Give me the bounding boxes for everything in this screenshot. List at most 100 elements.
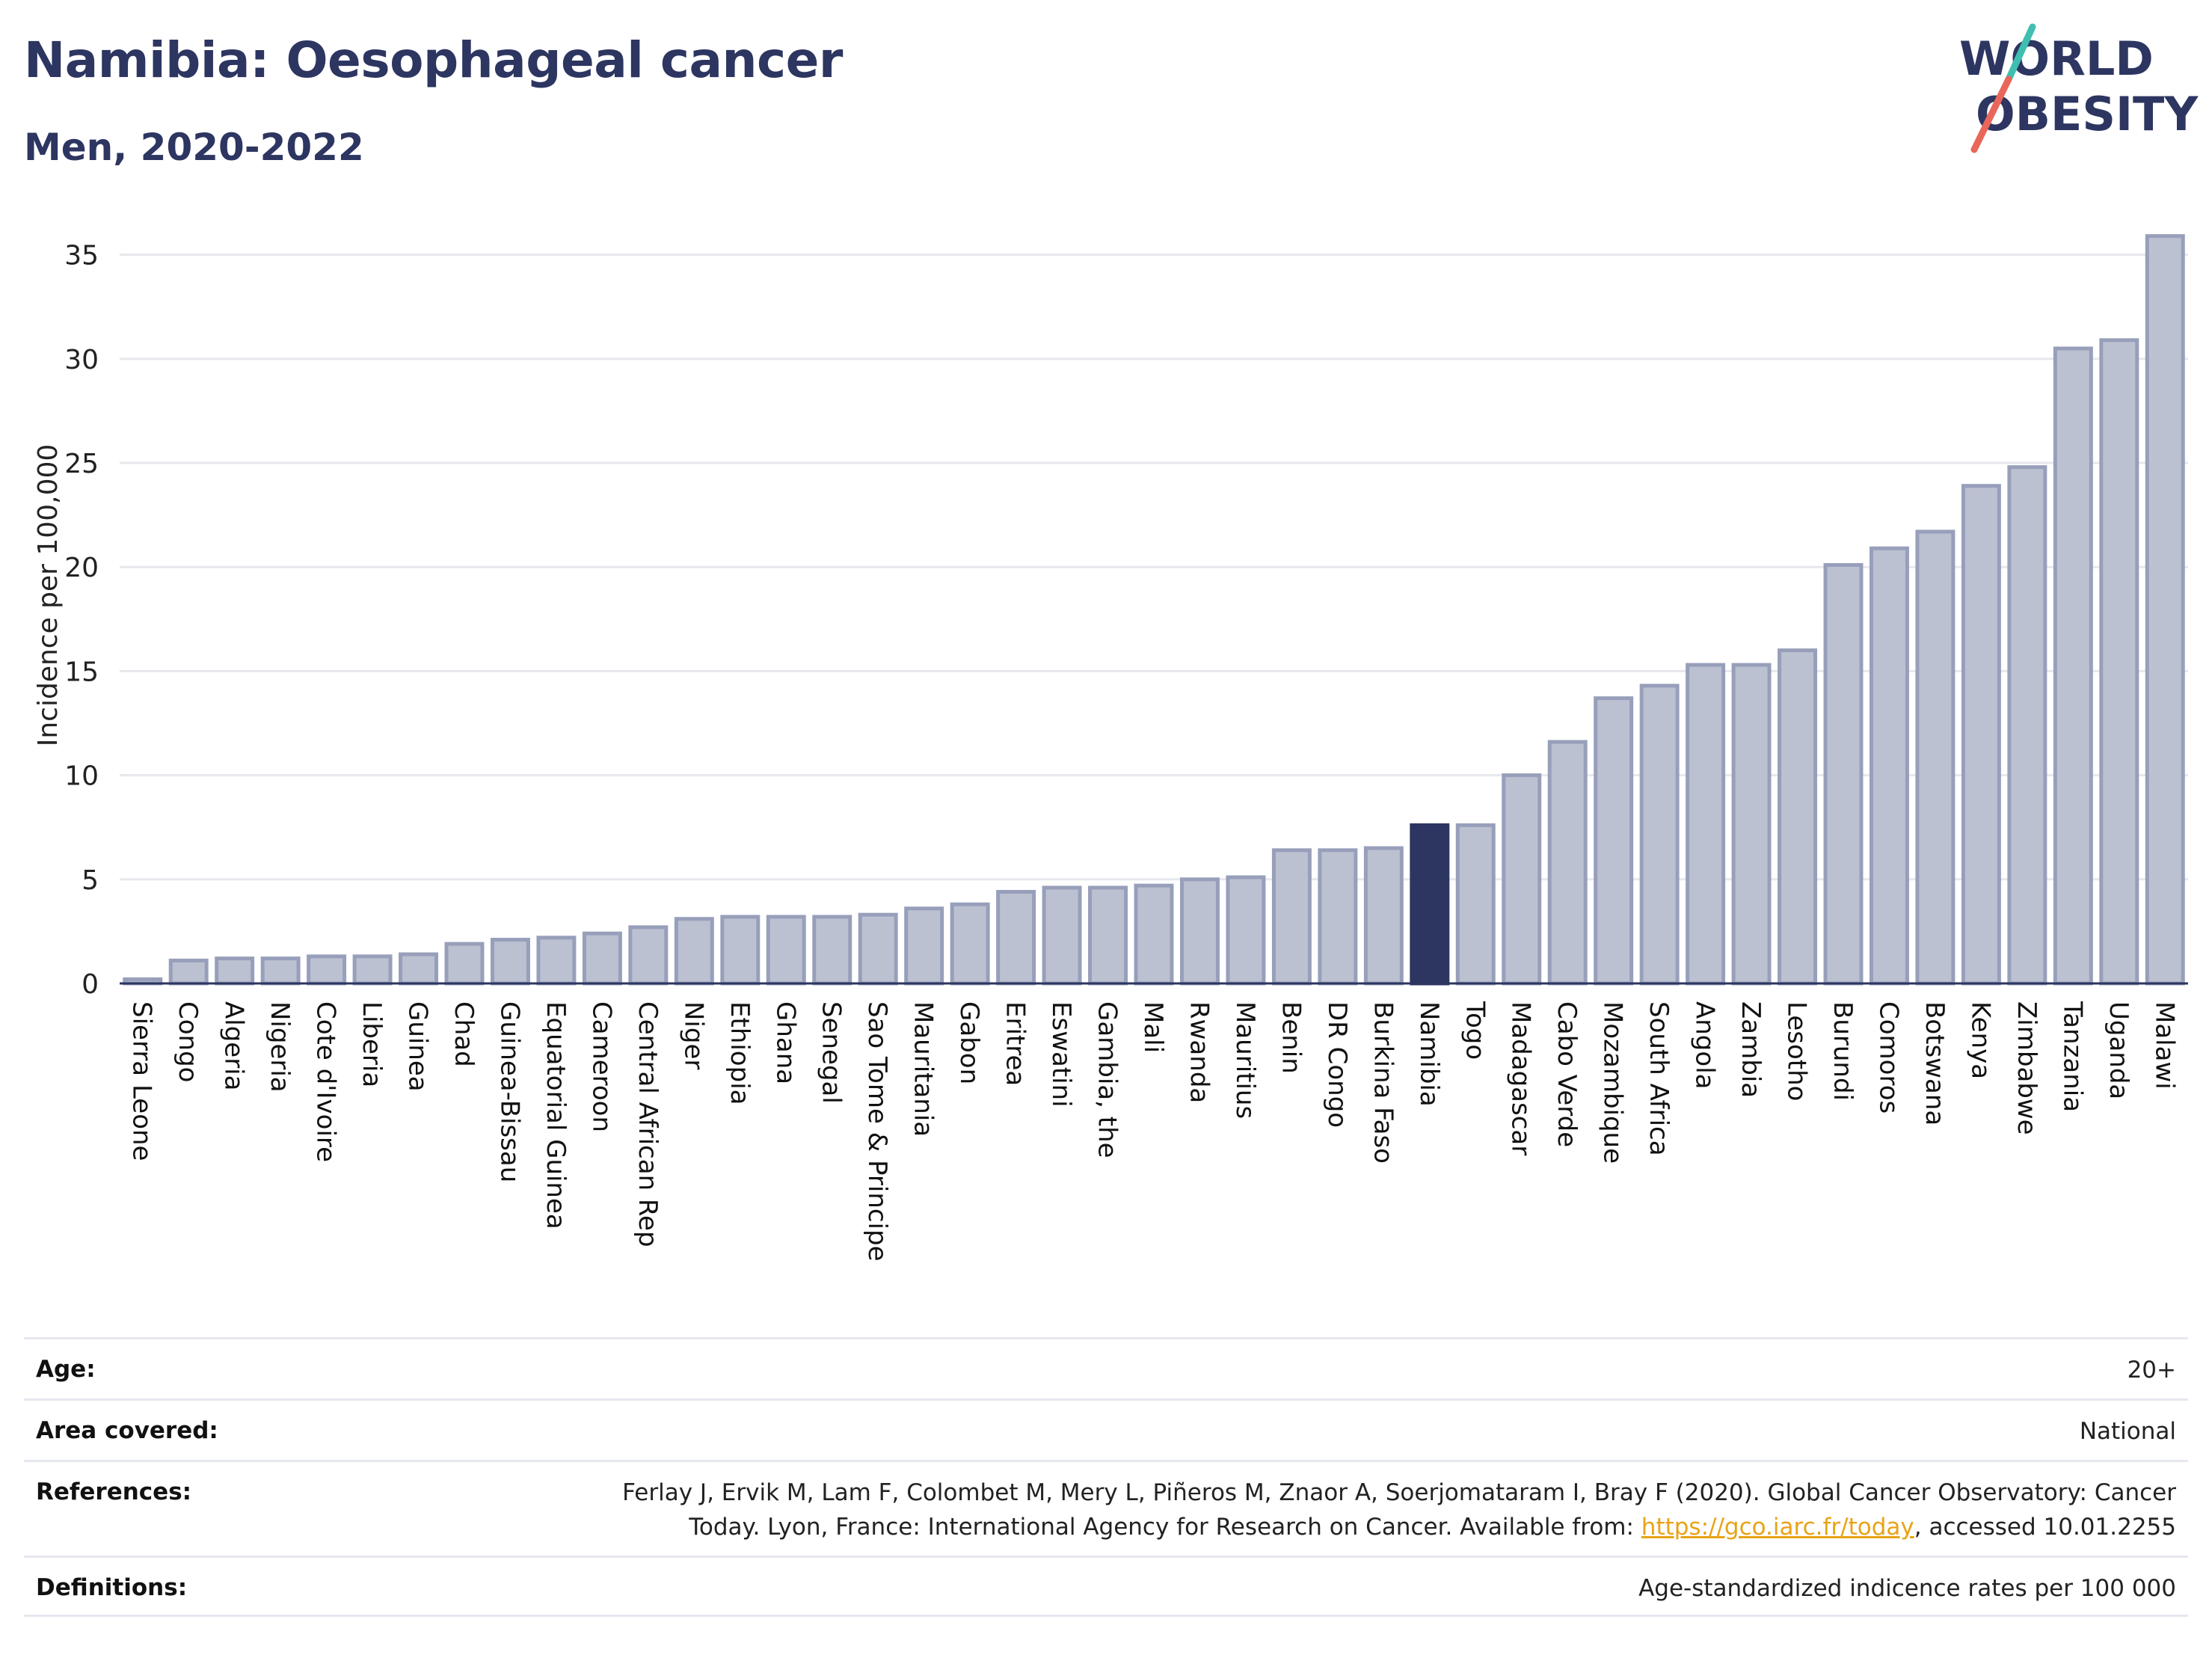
- y-tick-label: 10: [64, 761, 99, 792]
- info-row-age: Age: 20+: [24, 1337, 2188, 1398]
- bar: [720, 915, 761, 986]
- bar: [399, 952, 439, 986]
- x-tick-label: Central African Rep: [633, 1001, 663, 1247]
- info-row-references: References: Ferlay J, Ervik M, Lam F, Co…: [24, 1460, 2188, 1556]
- bar: [950, 902, 990, 986]
- bar: [2053, 346, 2093, 986]
- bar: [1134, 883, 1174, 986]
- bar: [352, 954, 393, 986]
- bar: [1823, 562, 1864, 986]
- references-line2: Today. Lyon, France: International Agenc…: [622, 1510, 2176, 1544]
- x-tick-label: Botswana: [1920, 1001, 1950, 1126]
- y-tick-label: 0: [82, 969, 99, 1000]
- definitions-label: Definitions:: [36, 1574, 188, 1601]
- references-line2-pre: Today. Lyon, France: International Agenc…: [689, 1514, 1641, 1541]
- x-tick-label: Burkina Faso: [1368, 1001, 1398, 1164]
- references-line2-post: , accessed 10.01.2255: [1914, 1514, 2176, 1541]
- x-tick-label: Guinea: [403, 1001, 433, 1092]
- bar: [215, 957, 255, 986]
- bar: [260, 957, 301, 986]
- bar: [2007, 465, 2047, 986]
- y-axis-label: Incidence per 100,000: [33, 444, 64, 747]
- x-tick-label: Cabo Verde: [1552, 1001, 1582, 1147]
- x-tick-label: Burundi: [1828, 1001, 1858, 1101]
- x-tick-label: Gambia, the: [1093, 1001, 1122, 1158]
- bar: [1226, 875, 1266, 986]
- x-tick-label: Gabon: [954, 1001, 984, 1084]
- x-tick-label: Ethiopia: [725, 1001, 755, 1105]
- bar: [1686, 663, 1726, 986]
- x-tick-label: Kenya: [1965, 1001, 1995, 1079]
- bars: [123, 234, 2185, 986]
- x-tick-label: Togo: [1460, 1001, 1490, 1060]
- x-tick-label: Mali: [1138, 1001, 1168, 1053]
- y-tick-label: 5: [82, 865, 99, 896]
- bar-highlight: [1410, 823, 1450, 986]
- x-tick-label: Zambia: [1736, 1001, 1766, 1098]
- x-tick-label: Zimbabwe: [2012, 1001, 2042, 1135]
- x-tick-label: Lesotho: [1782, 1001, 1812, 1101]
- age-value: 20+: [2127, 1357, 2176, 1384]
- bar: [996, 890, 1036, 986]
- info-row-area: Area covered: National: [24, 1398, 2188, 1460]
- chart-title: Namibia: Oesophageal cancer: [24, 31, 843, 89]
- world-obesity-logo: WORLD OBESITY: [1959, 23, 2199, 153]
- bar: [582, 931, 622, 986]
- bar: [858, 912, 898, 986]
- x-tick-label: Algeria: [219, 1001, 249, 1090]
- y-axis-ticks: 0 5 10 15 20 25 30 35: [64, 241, 99, 1000]
- area-value: National: [2079, 1418, 2176, 1445]
- y-tick-label: 30: [64, 345, 99, 375]
- bar: [1271, 848, 1312, 986]
- bar: [1042, 885, 1082, 986]
- x-tick-label: Senegal: [817, 1001, 847, 1104]
- x-tick-label: Sao Tome & Principe: [862, 1001, 892, 1262]
- x-tick-label: Madagascar: [1506, 1001, 1536, 1155]
- x-axis-labels: Sierra Leone Congo Algeria Nigeria Cote d'Iv…: [127, 1001, 2180, 1262]
- definitions-value: Age-standardized indicence rates per 100…: [1638, 1575, 2176, 1602]
- bar: [1318, 848, 1358, 986]
- bar: [307, 954, 347, 986]
- x-tick-label: Chad: [449, 1001, 479, 1067]
- references-link[interactable]: https://gco.iarc.fr/today: [1641, 1514, 1914, 1541]
- x-tick-label: Sierra Leone: [127, 1001, 157, 1161]
- bar: [628, 925, 669, 986]
- logo-slash-red: [1970, 76, 2012, 153]
- bar: [1547, 740, 1588, 986]
- x-tick-label: Tanzania: [2057, 1001, 2087, 1112]
- bar: [1731, 663, 1772, 986]
- references-value: Ferlay J, Ervik M, Lam F, Colombet M, Me…: [622, 1476, 2176, 1544]
- bar: [1869, 546, 1909, 986]
- y-tick-label: 20: [64, 553, 99, 583]
- bar: [1088, 885, 1128, 986]
- x-tick-label: Niger: [678, 1001, 708, 1069]
- x-tick-label: Ghana: [770, 1001, 800, 1084]
- bar: [168, 958, 209, 986]
- x-tick-label: Angola: [1690, 1001, 1720, 1089]
- x-tick-label: Malawi: [2149, 1001, 2179, 1090]
- bar: [674, 917, 714, 986]
- y-tick-label: 15: [64, 657, 99, 687]
- x-tick-label: Mozambique: [1598, 1001, 1628, 1164]
- area-label: Area covered:: [36, 1417, 218, 1444]
- x-tick-label: South Africa: [1644, 1001, 1674, 1156]
- x-tick-label: Rwanda: [1184, 1001, 1214, 1103]
- logo-line2: OBESITY: [1976, 87, 2199, 141]
- bar: [1363, 846, 1404, 986]
- x-tick-label: Cameroon: [586, 1001, 616, 1132]
- bar: [1961, 484, 2001, 986]
- bar: [1502, 773, 1542, 986]
- x-tick-label: Eritrea: [1001, 1001, 1030, 1086]
- x-tick-label: Eswatini: [1046, 1001, 1076, 1108]
- bar: [812, 915, 852, 986]
- x-tick-label: Cote d'Ivoire: [311, 1001, 341, 1162]
- bar: [490, 938, 530, 986]
- x-tick-label: Comoros: [1873, 1001, 1903, 1114]
- bar: [766, 915, 806, 986]
- bar: [536, 936, 577, 986]
- bar: [1594, 696, 1634, 986]
- bar: [904, 906, 944, 986]
- y-tick-label: 25: [64, 449, 99, 479]
- references-label: References:: [36, 1479, 192, 1505]
- bar: [1455, 823, 1496, 986]
